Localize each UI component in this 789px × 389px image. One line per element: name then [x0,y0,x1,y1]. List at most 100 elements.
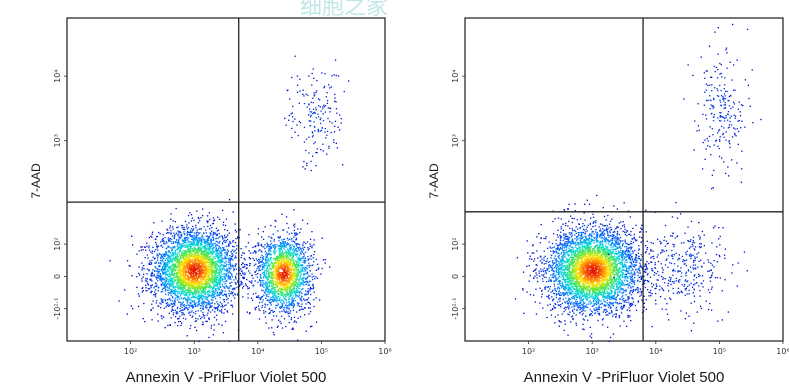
event-dot [201,269,203,271]
event-dot [303,255,305,257]
event-dot [198,273,200,275]
event-dot [226,286,228,288]
event-dot [296,276,298,278]
event-dot [251,282,253,284]
event-dot [206,261,209,264]
event-dot [215,319,218,321]
event-dot [229,265,232,267]
event-dot [226,253,229,255]
event-dot [190,324,192,327]
event-dot [191,241,193,243]
event-dot [225,253,227,255]
event-dot [219,282,221,284]
event-dot [197,305,199,307]
event-dot [192,312,195,314]
event-dot [189,264,191,266]
event-dot [295,282,297,284]
event-dot [290,263,292,266]
event-dot [191,284,193,286]
event-dot [215,254,217,256]
event-dot [180,260,182,262]
event-dot [159,233,161,235]
event-dot [295,290,297,293]
event-dot [231,253,233,255]
event-dot [237,294,239,296]
event-dot [189,258,191,260]
event-dot [204,251,206,254]
event-dot [162,237,164,240]
event-dot [151,284,154,286]
event-dot [141,246,143,248]
event-dot [178,301,180,303]
event-dot [162,254,165,256]
event-dot [307,259,309,261]
event-dot [289,255,291,257]
event-dot [216,233,218,235]
event-dot [284,246,286,248]
event-dot [187,283,190,286]
event-dot [309,245,311,247]
event-dot [211,293,213,295]
event-dot [207,268,210,270]
event-dot [247,288,249,290]
event-dot [211,244,213,246]
event-dot [307,297,310,299]
event-dot [180,236,182,238]
event-dot [192,284,194,286]
event-dot [162,273,164,275]
event-dot [213,294,215,296]
event-dot [209,251,212,254]
event-dot [278,266,280,268]
event-dot [187,293,190,295]
event-dot [255,273,257,276]
event-dot [177,261,180,263]
event-dot [221,273,223,275]
event-dot [165,281,167,283]
event-dot [264,311,267,313]
event-dot [317,263,319,265]
event-dot [267,281,270,283]
event-dot [207,236,210,238]
event-dot [265,253,267,256]
event-dot [235,263,237,265]
event-dot [202,259,204,261]
event-dot [253,284,255,287]
event-dot [216,253,218,255]
event-dot [265,267,268,270]
event-dot [201,260,203,262]
event-dot [235,277,237,279]
event-dot [233,270,235,272]
event-dot [167,302,169,304]
event-dot [203,269,205,271]
event-dot [254,280,256,282]
event-dot [172,252,174,254]
event-dot [167,232,169,234]
event-dot [200,217,202,219]
event-dot [200,243,202,245]
event-dot [217,255,219,257]
event-dot [189,283,191,285]
event-dot [292,266,294,268]
event-dot [186,238,188,240]
event-dot [309,238,312,240]
event-dot [185,281,187,283]
event-dot [200,228,202,230]
event-dot [297,285,299,288]
event-dot [222,268,224,270]
event-dot [151,250,154,252]
event-dot [183,309,185,311]
event-dot [186,228,188,230]
event-dot [168,240,170,242]
event-dot [172,278,174,280]
event-dot [190,255,192,257]
event-dot [306,241,309,243]
event-dot [304,246,306,248]
event-dot [184,257,187,259]
event-dot [185,226,188,228]
event-dot [276,267,278,270]
event-dot [208,336,210,339]
event-dot [199,232,201,234]
event-dot [270,246,272,249]
event-dot [181,253,183,255]
event-dot [265,288,267,290]
